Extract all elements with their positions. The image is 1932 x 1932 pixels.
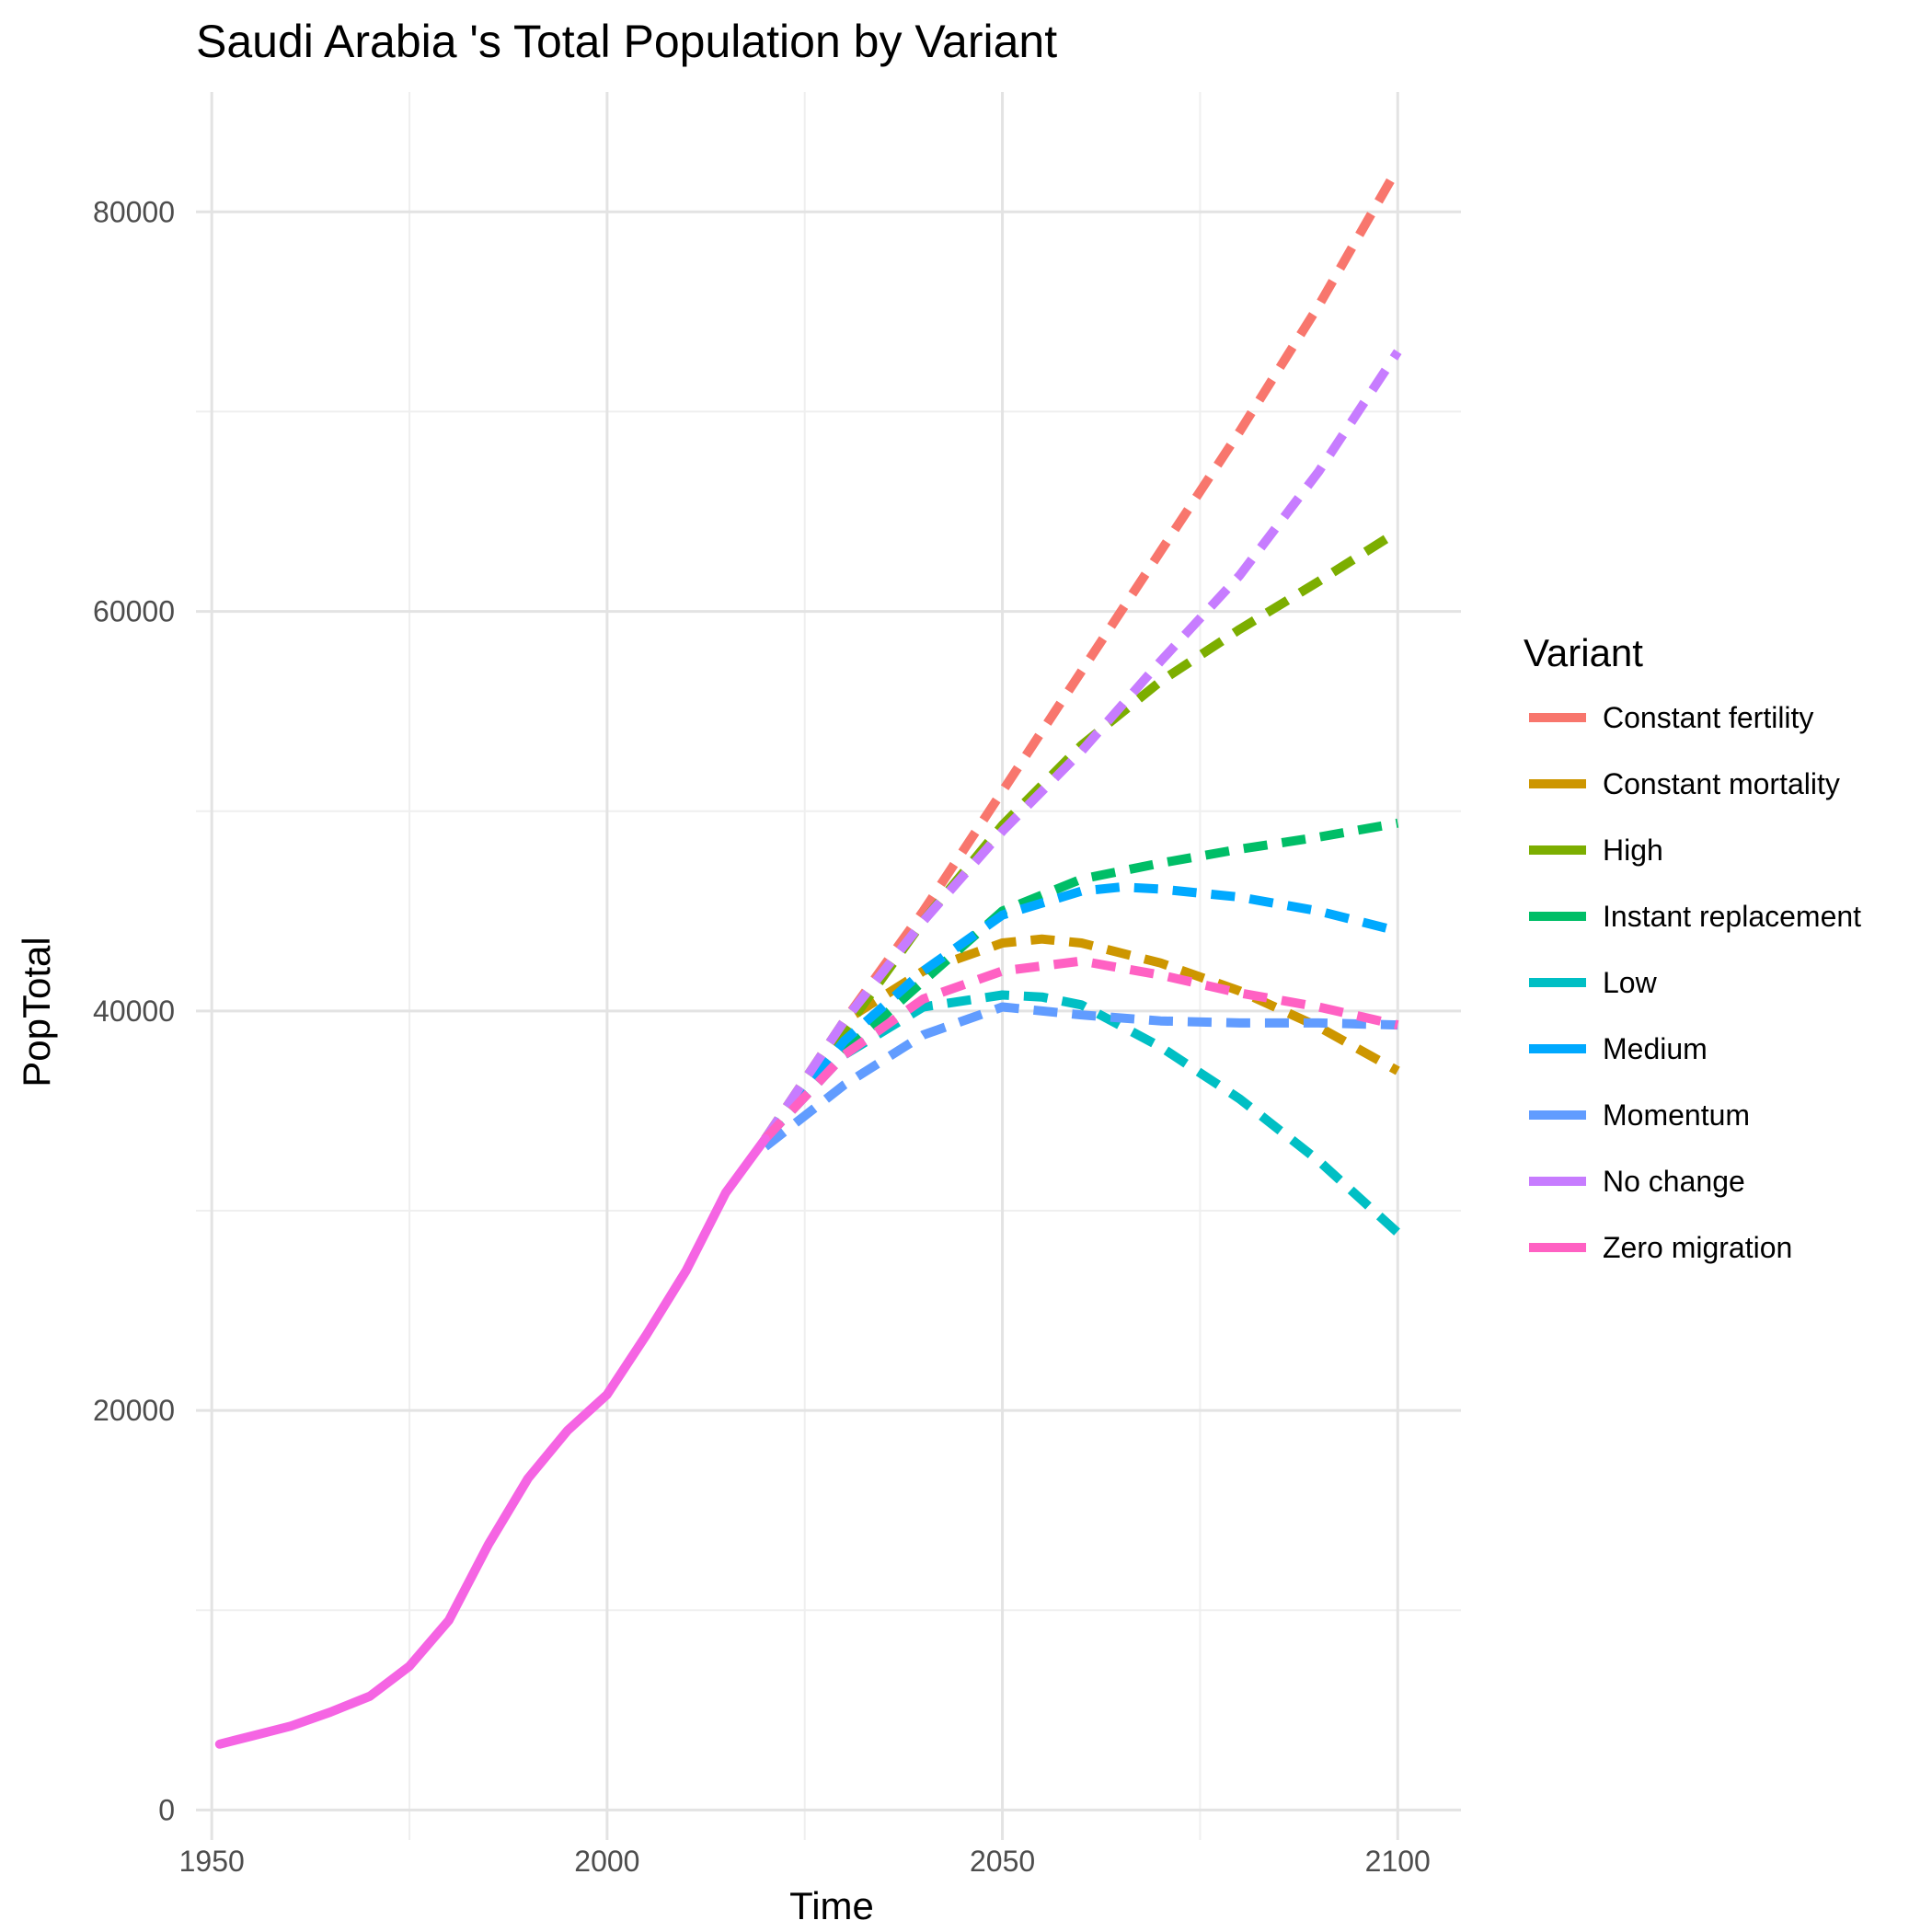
series-line-constant-fertility <box>761 166 1402 1142</box>
series-line-medium <box>761 882 1399 1142</box>
legend-label-constant-mortality: Constant mortality <box>1603 767 1840 800</box>
series-line-momentum <box>762 1002 1398 1151</box>
y-axis-ticks: 0 20000 40000 60000 80000 <box>93 195 175 1826</box>
historical-line <box>214 1133 770 1749</box>
legend-label-low: Low <box>1603 966 1658 999</box>
series-line-instant-replacement <box>762 818 1399 1143</box>
legend: Variant Constant fertility Constant morta… <box>1524 631 1861 1264</box>
chart-title: Saudi Arabia 's Total Population by Vari… <box>196 16 1057 67</box>
legend-label-instant-replacement: Instant replacement <box>1603 900 1861 933</box>
legend-label-constant-fertility: Constant fertility <box>1603 701 1813 734</box>
y-tick-label: 60000 <box>93 595 175 628</box>
major-gridlines <box>196 92 1461 1840</box>
y-axis-title: PopTotal <box>15 937 58 1087</box>
x-tick-label: 1950 <box>179 1845 245 1878</box>
legend-label-medium: Medium <box>1603 1032 1708 1065</box>
y-tick-label: 20000 <box>93 1394 175 1427</box>
y-tick-label: 0 <box>158 1793 175 1826</box>
series-line-zero-migration <box>762 956 1399 1143</box>
y-tick-label: 80000 <box>93 195 175 228</box>
legend-label-high: High <box>1603 834 1663 867</box>
series-line-no-change <box>761 349 1402 1142</box>
x-tick-label: 2050 <box>970 1845 1035 1878</box>
legend-label-momentum: Momentum <box>1603 1098 1750 1132</box>
x-axis-ticks: 1950 2000 2050 2100 <box>179 1845 1431 1878</box>
x-tick-label: 2000 <box>574 1845 639 1878</box>
series-line-low <box>762 990 1401 1236</box>
minor-gridlines <box>196 92 1461 1840</box>
x-axis-title: Time <box>789 1884 874 1927</box>
series-lines <box>214 166 1402 1749</box>
x-tick-label: 2100 <box>1365 1845 1431 1878</box>
legend-label-zero-migration: Zero migration <box>1603 1231 1792 1264</box>
legend-title: Variant <box>1524 631 1643 674</box>
y-tick-label: 40000 <box>93 995 175 1028</box>
legend-label-no-change: No change <box>1603 1165 1745 1198</box>
